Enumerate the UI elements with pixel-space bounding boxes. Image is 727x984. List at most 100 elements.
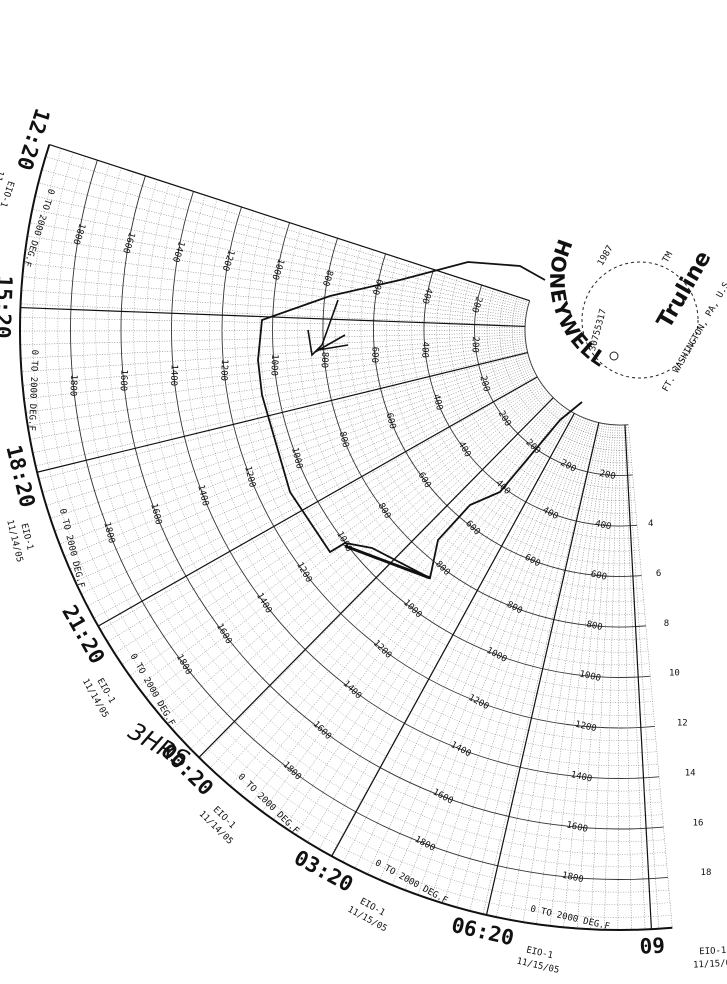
scale-label: 1800 <box>70 222 86 246</box>
scale-label: 1200 <box>467 693 491 712</box>
grid-radial <box>23 262 526 320</box>
scale-label: 1400 <box>195 484 210 507</box>
grid-radial <box>38 182 528 307</box>
grid-radial <box>20 329 526 332</box>
grid-radial <box>107 379 539 642</box>
grid-arc <box>133 179 663 817</box>
scale-label: 400 <box>419 341 430 358</box>
grid-radial <box>628 424 673 928</box>
scale-label: 600 <box>463 519 482 538</box>
grid-radial <box>443 420 593 904</box>
grid-radial <box>284 408 568 828</box>
scale-label: 200 <box>524 438 543 457</box>
scale-label: 1000 <box>485 646 509 665</box>
grid-arc <box>259 218 652 691</box>
grid-radial <box>482 422 599 915</box>
edge-scale-label: 8 <box>664 619 669 629</box>
scale-label: 1200 <box>371 639 393 661</box>
grid-arc <box>45 152 671 905</box>
date-label: 11/15/05 <box>693 958 727 970</box>
range-label: 0 TO 2000 DEG.F <box>21 187 56 267</box>
edge-scale-label: 4 <box>648 519 653 529</box>
scale-label: 1600 <box>431 787 455 806</box>
grid-radial <box>22 338 526 386</box>
time-label: 21:20 <box>57 601 109 668</box>
grid-arc <box>209 203 656 741</box>
scale-label: 1600 <box>120 231 136 255</box>
grid-arc <box>196 199 657 754</box>
grid-radial <box>190 396 553 750</box>
grid-arc <box>57 156 670 893</box>
grid-radial <box>251 404 562 804</box>
grid-radial <box>38 353 529 480</box>
grid-radial <box>22 276 526 322</box>
grid-radial <box>64 365 533 557</box>
scale-label: 1400 <box>570 770 593 785</box>
grid-arc <box>385 257 641 565</box>
scale-label: 1800 <box>280 760 302 782</box>
grid-radial <box>21 336 526 373</box>
grid-radial <box>30 347 527 440</box>
edge-scale-label: 14 <box>685 768 696 778</box>
grid-radial <box>307 410 571 843</box>
grid-radial <box>21 289 526 324</box>
time-label: 18:20 <box>1 443 39 510</box>
grid-radial <box>590 424 616 930</box>
grid-radial <box>209 399 556 769</box>
edge-scale-label: 6 <box>656 569 661 579</box>
grid-arc <box>335 242 645 615</box>
grid-radial <box>59 363 532 545</box>
pen-trace <box>257 261 583 580</box>
scale-label: 1600 <box>148 502 163 525</box>
grid-radial <box>230 402 559 787</box>
grid-arc <box>108 171 665 842</box>
scale-label: 800 <box>505 600 524 617</box>
time-radial <box>49 144 530 302</box>
grid-arc <box>474 284 633 476</box>
scale-label: 1200 <box>220 248 236 272</box>
grid-radial <box>621 424 632 930</box>
scale-label: 600 <box>523 553 542 570</box>
grid-radial <box>354 415 579 869</box>
grid-arc <box>234 210 654 716</box>
grid-radial <box>27 344 527 427</box>
grid-radial <box>137 386 544 688</box>
time-radial <box>198 397 554 758</box>
grid-radial <box>367 416 581 875</box>
grid-radial <box>617 424 620 930</box>
scale-label: 200 <box>559 458 578 475</box>
grid-arc <box>449 277 635 501</box>
grid-arc <box>310 234 648 640</box>
grid-radial <box>273 407 566 820</box>
grid-radial <box>219 400 557 778</box>
time-label: 12:20 <box>12 106 54 174</box>
scale-label: 1400 <box>254 591 273 615</box>
scale-label: 1000 <box>289 447 304 470</box>
grid-radial <box>262 406 564 812</box>
grid-radial <box>27 235 527 316</box>
grid-radial <box>456 421 595 908</box>
range-label: 0 TO 2000 DEG.F <box>26 349 39 431</box>
edge-scale-label: 10 <box>669 669 680 679</box>
grid-arc <box>411 265 639 539</box>
scale-label: 1400 <box>168 364 179 386</box>
grid-arc <box>146 183 662 804</box>
time-label: 03:20 <box>290 845 357 896</box>
grid-radial <box>200 397 554 759</box>
scale-label: 600 <box>369 347 380 364</box>
scale-label: 1000 <box>578 669 601 684</box>
grid-radial <box>29 222 527 314</box>
grid-radial <box>318 412 573 850</box>
grid-radial <box>171 393 550 730</box>
scale-label: 1200 <box>294 561 313 585</box>
tm: TM <box>661 250 675 265</box>
grid-radial <box>42 355 529 493</box>
grid-radial <box>45 156 530 303</box>
time-radial <box>97 376 538 627</box>
grid-radial <box>20 332 526 345</box>
grid-radial <box>20 334 526 359</box>
grid-radial <box>25 342 526 413</box>
grid-radial <box>181 394 551 740</box>
grid-arc <box>348 245 644 602</box>
grid-radial <box>623 424 646 930</box>
